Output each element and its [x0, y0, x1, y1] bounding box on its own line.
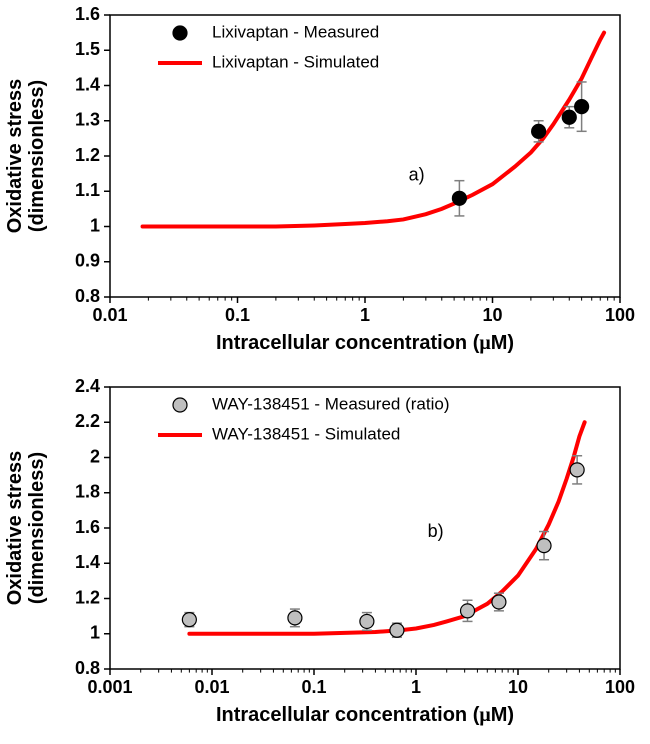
panel-b: 0.8 1 1.2 1.4 1.6 1.8 2 2.2 2.4 0.001 0.01 0.1 1 10 10…	[0, 372, 650, 744]
data-point	[461, 604, 475, 618]
legend-marker-icon	[173, 26, 187, 40]
y-tick-label: 2.4	[75, 376, 100, 396]
y-tick-label: 1	[90, 215, 100, 235]
x-tick-label: 0.001	[87, 677, 132, 697]
x-axis-label: Intracellular concentration (μM)	[216, 332, 514, 354]
legend-label: WAY-138451 - Simulated	[212, 424, 400, 443]
data-point	[532, 124, 546, 138]
data-point	[360, 614, 374, 628]
x-tick-label: 0.01	[194, 677, 229, 697]
data-point	[537, 539, 551, 553]
y-tick-label: 1.1	[75, 180, 100, 200]
legend-label: Lixivaptan - Simulated	[212, 52, 379, 71]
legend-label: WAY-138451 - Measured (ratio)	[212, 394, 449, 413]
panel-label: a)	[409, 165, 425, 185]
legend-marker-icon	[173, 398, 187, 412]
y-tick-label: 0.8	[75, 658, 100, 678]
data-point	[562, 110, 576, 124]
y-tick-label: 1.6	[75, 4, 100, 24]
x-tick-label: 100	[605, 305, 635, 325]
legend-label: Lixivaptan - Measured	[212, 22, 379, 41]
data-point	[182, 613, 196, 627]
y-tick-label: 2	[90, 446, 100, 466]
data-point	[575, 100, 589, 114]
y-tick-label: 1.8	[75, 482, 100, 502]
panel-a: 0.8 0.9 1 1.1 1.2 1.3 1.4 1.5 1.6 0.01 0.1 1 10 100 Ox…	[0, 0, 650, 372]
x-tick-label: 0.01	[92, 305, 127, 325]
x-tick-label: 0.1	[301, 677, 326, 697]
x-tick-label: 1	[360, 305, 370, 325]
data-point	[570, 463, 584, 477]
data-point	[390, 623, 404, 637]
y-tick-label: 0.8	[75, 286, 100, 306]
x-tick-label: 1	[411, 677, 421, 697]
x-tick-label: 0.1	[225, 305, 250, 325]
y-axis-label: Oxidative stress(dimensionless)	[4, 451, 48, 606]
x-tick-label: 100	[605, 677, 635, 697]
y-tick-label: 0.9	[75, 251, 100, 271]
chart-b-svg: 0.8 1 1.2 1.4 1.6 1.8 2 2.2 2.4 0.001 0.01 0.1 1 10 10…	[0, 372, 650, 744]
data-point	[288, 611, 302, 625]
data-point	[492, 595, 506, 609]
data-point	[452, 191, 466, 205]
y-tick-label: 1.3	[75, 110, 100, 130]
y-tick-label: 2.2	[75, 411, 100, 431]
y-tick-label: 1.6	[75, 517, 100, 537]
x-axis-label: Intracellular concentration (μM)	[216, 704, 514, 726]
x-tick-label: 10	[482, 305, 502, 325]
y-tick-label: 1.2	[75, 587, 100, 607]
simulated-line	[189, 422, 584, 634]
x-tick-label: 10	[508, 677, 528, 697]
y-tick-label: 1	[90, 623, 100, 643]
y-tick-label: 1.4	[75, 74, 100, 94]
figure: 0.8 0.9 1 1.1 1.2 1.3 1.4 1.5 1.6 0.01 0.1 1 10 100 Ox…	[0, 0, 650, 744]
panel-label: b)	[428, 521, 444, 541]
y-tick-label: 1.2	[75, 145, 100, 165]
y-axis-label: Oxidative stress(dimensionless)	[4, 79, 48, 234]
chart-a-svg: 0.8 0.9 1 1.1 1.2 1.3 1.4 1.5 1.6 0.01 0.1 1 10 100 Ox…	[0, 0, 650, 372]
y-tick-label: 1.5	[75, 39, 100, 59]
y-tick-label: 1.4	[75, 552, 100, 572]
